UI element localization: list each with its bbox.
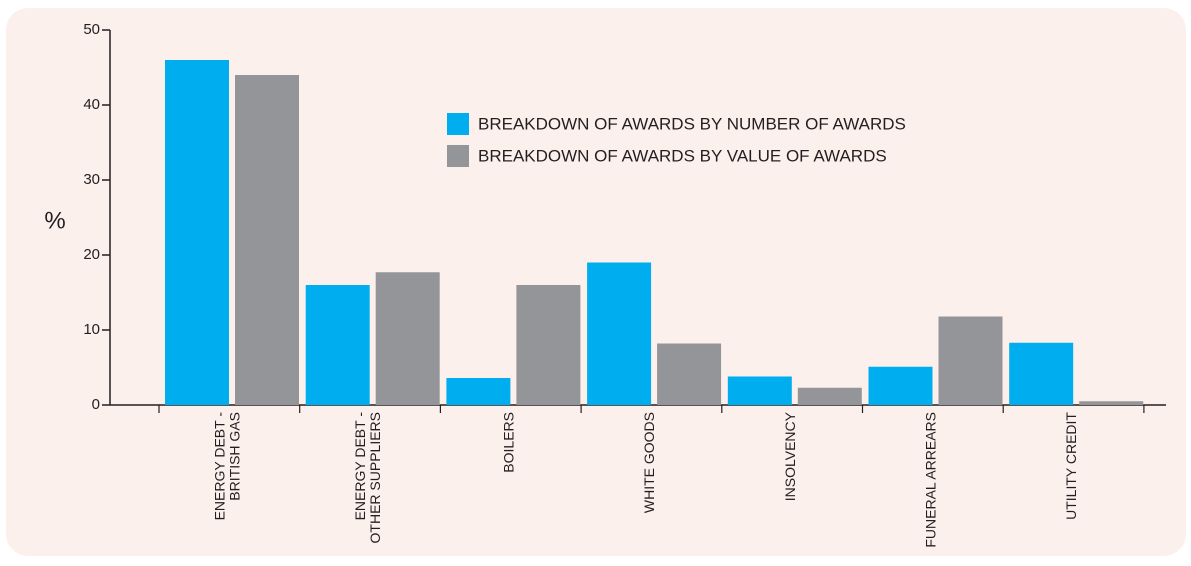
x-tick-label: FUNERAL ARREARS: [923, 412, 939, 548]
x-tick-label: UTILITY CREDIT: [1063, 412, 1079, 520]
bar: [587, 262, 652, 405]
y-tick-label: 0: [92, 396, 100, 413]
bar: [797, 387, 862, 405]
y-tick-label: 20: [83, 246, 100, 263]
y-tick-label: 50: [83, 21, 100, 38]
y-tick-label: 10: [83, 321, 100, 338]
y-tick-label: 30: [83, 171, 100, 188]
bar: [1009, 342, 1074, 405]
legend-swatch: [447, 145, 469, 167]
bar: [657, 343, 722, 405]
x-tick-label: WHITE GOODS: [641, 412, 657, 513]
x-tick-label: BOILERS: [500, 412, 516, 473]
legend-label: BREAKDOWN OF AWARDS BY NUMBER OF AWARDS: [478, 114, 906, 133]
bar: [305, 285, 370, 405]
bar: [727, 376, 792, 405]
x-tick-label: ENERGY DEBT -BRITISH GAS: [212, 412, 243, 521]
bar: [868, 366, 933, 405]
x-tick-label: ENERGY DEBT -OTHER SUPPLIERS: [352, 412, 383, 544]
bar: [235, 75, 299, 405]
y-tick-label: 40: [83, 96, 100, 113]
legend-label: BREAKDOWN OF AWARDS BY VALUE OF AWARDS: [478, 146, 887, 165]
legend-swatch: [447, 113, 469, 135]
y-axis-label: %: [44, 207, 65, 234]
bar: [516, 285, 581, 405]
bar: [165, 60, 229, 405]
bar: [375, 272, 440, 405]
x-tick-label: INSOLVENCY: [782, 411, 798, 501]
bar: [938, 316, 1003, 405]
bar: [1079, 401, 1144, 405]
bar: [446, 378, 511, 405]
